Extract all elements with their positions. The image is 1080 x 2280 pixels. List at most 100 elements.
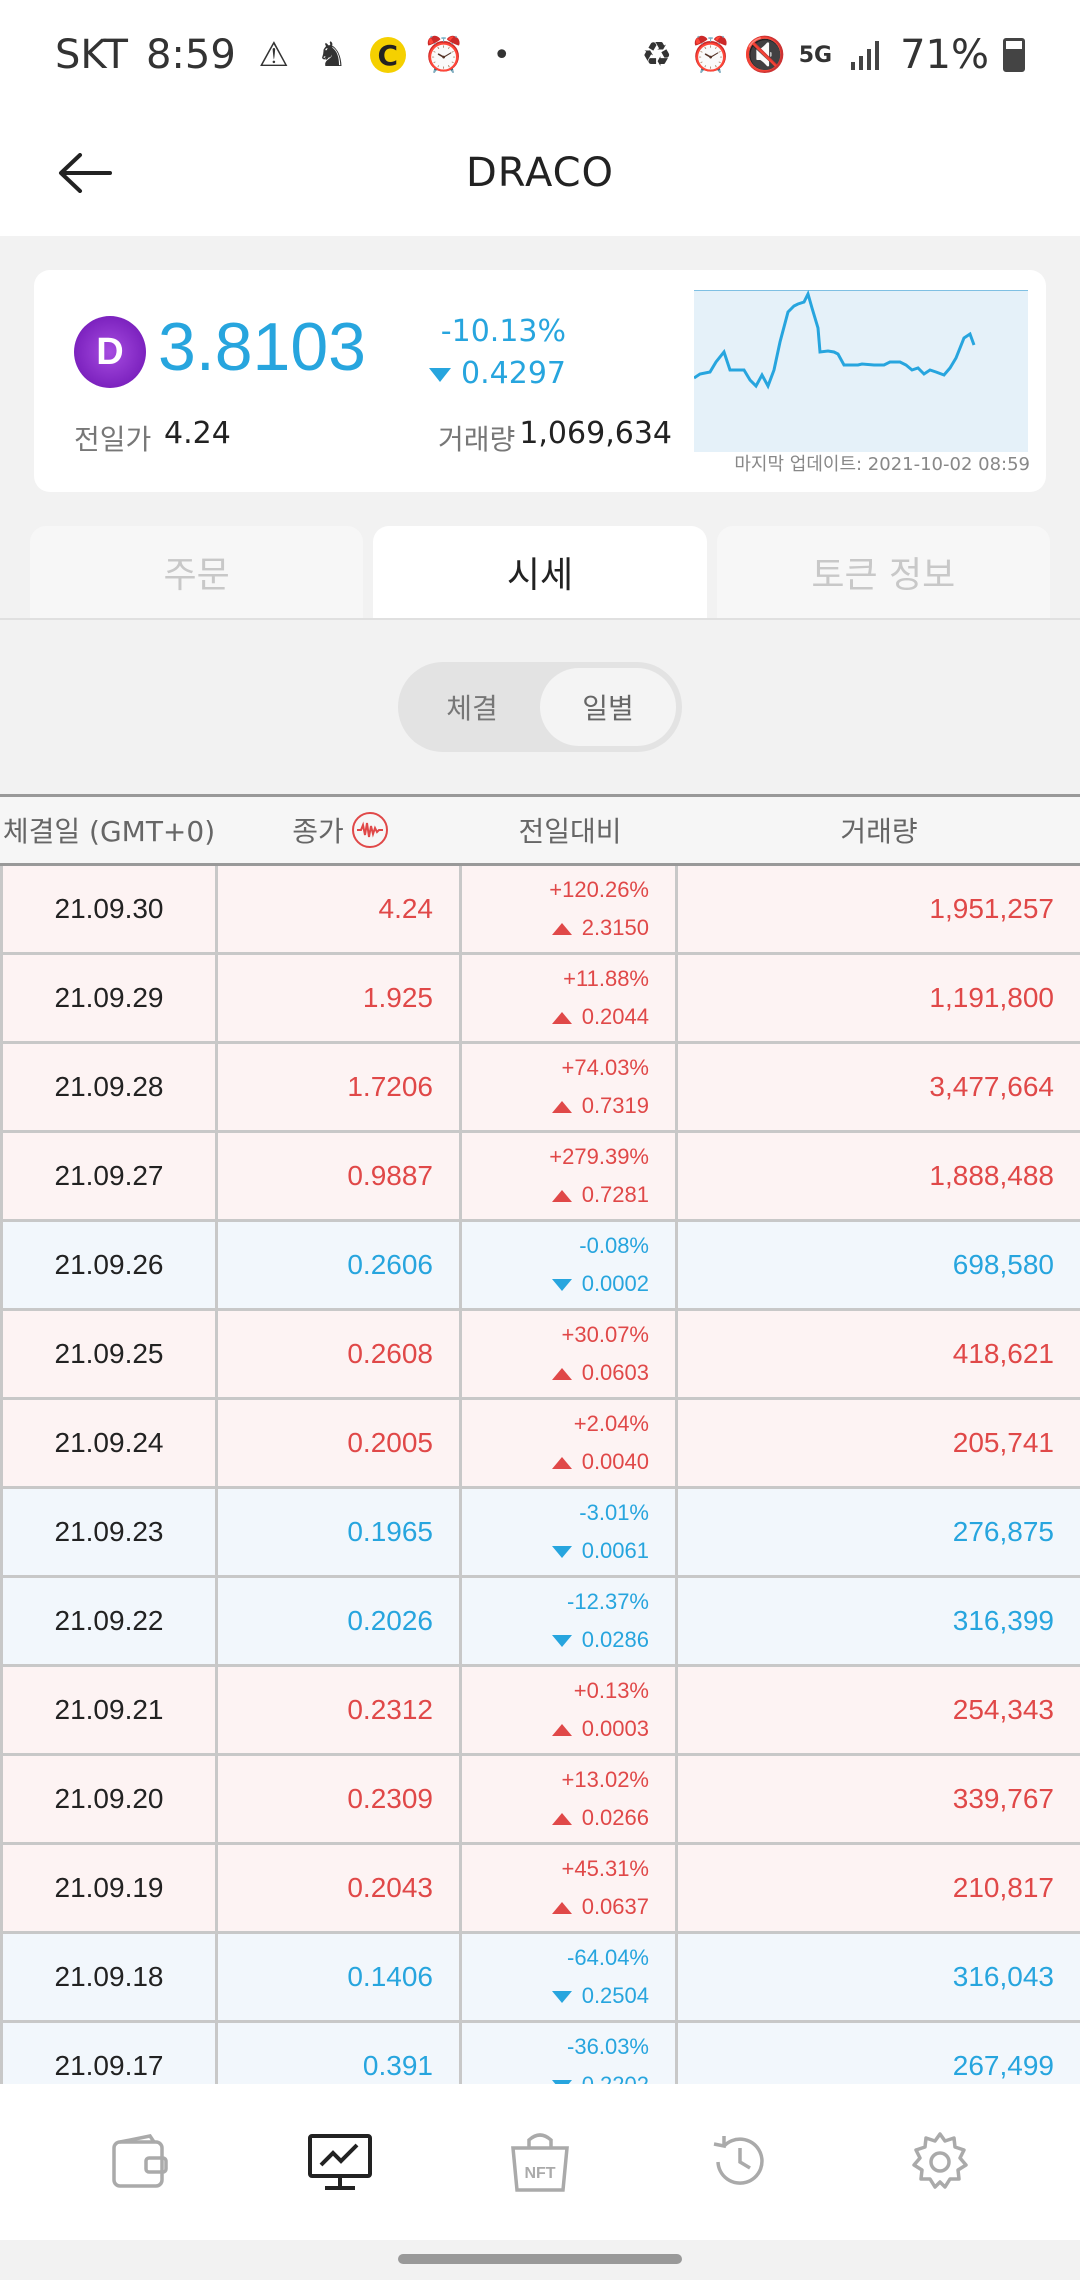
row-close: 0.2608	[218, 1311, 462, 1397]
row-close: 1.925	[218, 955, 462, 1041]
table-row: 21.09.18 0.1406 -64.04% 0.2504 316,043	[0, 1934, 1080, 2023]
table-header: 체결일 (GMT+0) 종가 전일대비 거래량	[0, 794, 1080, 866]
row-change-diff: 0.0286	[551, 1621, 649, 1659]
app-notification-icon: ♞	[316, 35, 348, 75]
tab-market-price[interactable]: 시세	[373, 526, 707, 618]
row-date: 21.09.18	[0, 1934, 218, 2020]
tab-token-info[interactable]: 토큰 정보	[716, 526, 1050, 618]
table-row: 21.09.29 1.925 +11.88% 0.2044 1,191,800	[0, 955, 1080, 1044]
row-change-pct: -36.03%	[567, 2034, 649, 2059]
prev-price-value: 4.24	[164, 416, 231, 451]
row-date: 21.09.25	[0, 1311, 218, 1397]
row-change: +13.02% 0.0266	[462, 1756, 678, 1842]
row-volume: 3,477,664	[929, 1071, 1054, 1102]
row-change: -0.08% 0.0002	[462, 1222, 678, 1308]
row-close: 4.24	[218, 866, 462, 952]
nft-label: NFT	[524, 2165, 555, 2182]
up-triangle-icon	[551, 1724, 572, 1736]
volume-value: 1,069,634	[519, 416, 672, 451]
chart-monitor-icon	[308, 2134, 372, 2190]
row-change-diff-value: 0.0637	[581, 1894, 649, 1919]
row-volume: 276,875	[952, 1516, 1054, 1547]
nav-history[interactable]	[695, 2117, 785, 2207]
row-change: +279.39% 0.7281	[462, 1133, 678, 1219]
row-change-diff-value: 0.2504	[581, 1983, 649, 2008]
row-change-pct: -12.37%	[567, 1589, 649, 1614]
row-date: 21.09.19	[0, 1845, 218, 1931]
row-volume: 698,580	[952, 1249, 1054, 1280]
gear-icon	[912, 2132, 968, 2189]
alarm-status-icon: ⏰	[689, 35, 732, 75]
row-volume: 1,191,800	[929, 982, 1054, 1013]
up-triangle-icon	[551, 1457, 572, 1469]
tab-order[interactable]: 주문	[30, 526, 364, 618]
battery-saver-icon: ♻	[641, 35, 672, 75]
header-close: 종가	[218, 810, 462, 850]
page-title: DRACO	[465, 150, 615, 196]
change-percent: -10.13%	[440, 314, 566, 349]
home-indicator[interactable]	[398, 2254, 682, 2264]
header-close-label: 종가	[292, 815, 344, 848]
row-volume: 267,499	[952, 2050, 1054, 2081]
row-change-diff-value: 0.0040	[581, 1449, 649, 1474]
warning-icon: ⚠	[258, 35, 290, 75]
row-change-diff: 0.0637	[551, 1888, 649, 1926]
table-row: 21.09.22 0.2026 -12.37% 0.0286 316,399	[0, 1578, 1080, 1667]
table-row: 21.09.27 0.9887 +279.39% 0.7281 1,888,488	[0, 1133, 1080, 1222]
row-volume: 205,741	[952, 1427, 1054, 1458]
row-change-pct: +13.02%	[561, 1767, 649, 1792]
nav-settings[interactable]	[895, 2117, 985, 2207]
row-change-diff: 2.3150	[551, 909, 649, 947]
row-change: +74.03% 0.7319	[462, 1044, 678, 1130]
back-button[interactable]	[50, 138, 120, 208]
waveform-icon[interactable]	[351, 812, 388, 848]
row-change-pct: +0.13%	[573, 1678, 649, 1703]
table-row: 21.09.25 0.2608 +30.07% 0.0603 418,621	[0, 1311, 1080, 1400]
row-change-diff: 0.0061	[551, 1532, 649, 1570]
row-change-pct: +279.39%	[549, 1144, 649, 1169]
up-triangle-icon	[551, 1190, 572, 1202]
tabs-divider	[0, 618, 1080, 620]
price-sparkline	[694, 290, 1028, 452]
toggle-trades[interactable]: 체결	[446, 692, 498, 725]
row-change: +120.26% 2.3150	[462, 866, 678, 952]
signal-icon	[846, 35, 886, 75]
row-close: 0.2312	[218, 1667, 462, 1753]
row-date: 21.09.30	[0, 866, 218, 952]
row-change-diff: 0.0040	[551, 1443, 649, 1481]
row-change: +2.04% 0.0040	[462, 1400, 678, 1486]
status-time: 8:59	[145, 32, 236, 78]
up-triangle-icon	[551, 923, 572, 935]
daily-price-table[interactable]: 21.09.30 4.24 +120.26% 2.3150 1,951,257 21.09…	[0, 866, 1080, 2084]
down-triangle-icon	[551, 1991, 572, 2003]
battery-percent: 71%	[900, 32, 989, 78]
row-change-diff-value: 0.0266	[581, 1805, 649, 1830]
row-close: 0.2043	[218, 1845, 462, 1931]
row-change-diff: 0.2202	[551, 2066, 649, 2084]
network-label: 5G	[798, 42, 833, 68]
wallet-icon	[112, 2134, 168, 2188]
toggle-daily[interactable]: 일별	[540, 668, 676, 746]
carrier: SKT	[55, 32, 128, 78]
row-volume: 316,043	[952, 1961, 1054, 1992]
row-date: 21.09.29	[0, 955, 218, 1041]
nav-nft[interactable]: NFT	[495, 2117, 585, 2207]
row-change-pct: +2.04%	[573, 1411, 649, 1436]
row-date: 21.09.27	[0, 1133, 218, 1219]
row-close: 0.9887	[218, 1133, 462, 1219]
volume-label: 거래량	[438, 423, 516, 456]
row-change-pct: -0.08%	[579, 1233, 649, 1258]
row-close: 0.1406	[218, 1934, 462, 2020]
row-change-diff-value: 2.3150	[581, 915, 649, 940]
row-volume: 339,767	[952, 1783, 1054, 1814]
row-change-diff: 0.0003	[551, 1710, 649, 1748]
nav-wallet[interactable]	[95, 2117, 185, 2207]
row-change-diff-value: 0.0603	[581, 1360, 649, 1385]
nav-market[interactable]	[295, 2117, 385, 2207]
up-triangle-icon	[551, 1902, 572, 1914]
down-triangle-icon	[551, 1279, 572, 1291]
row-close: 0.1965	[218, 1489, 462, 1575]
row-change-diff-value: 0.0061	[581, 1538, 649, 1563]
row-close: 0.391	[218, 2023, 462, 2084]
bottom-nav: NFT	[0, 2084, 1080, 2240]
